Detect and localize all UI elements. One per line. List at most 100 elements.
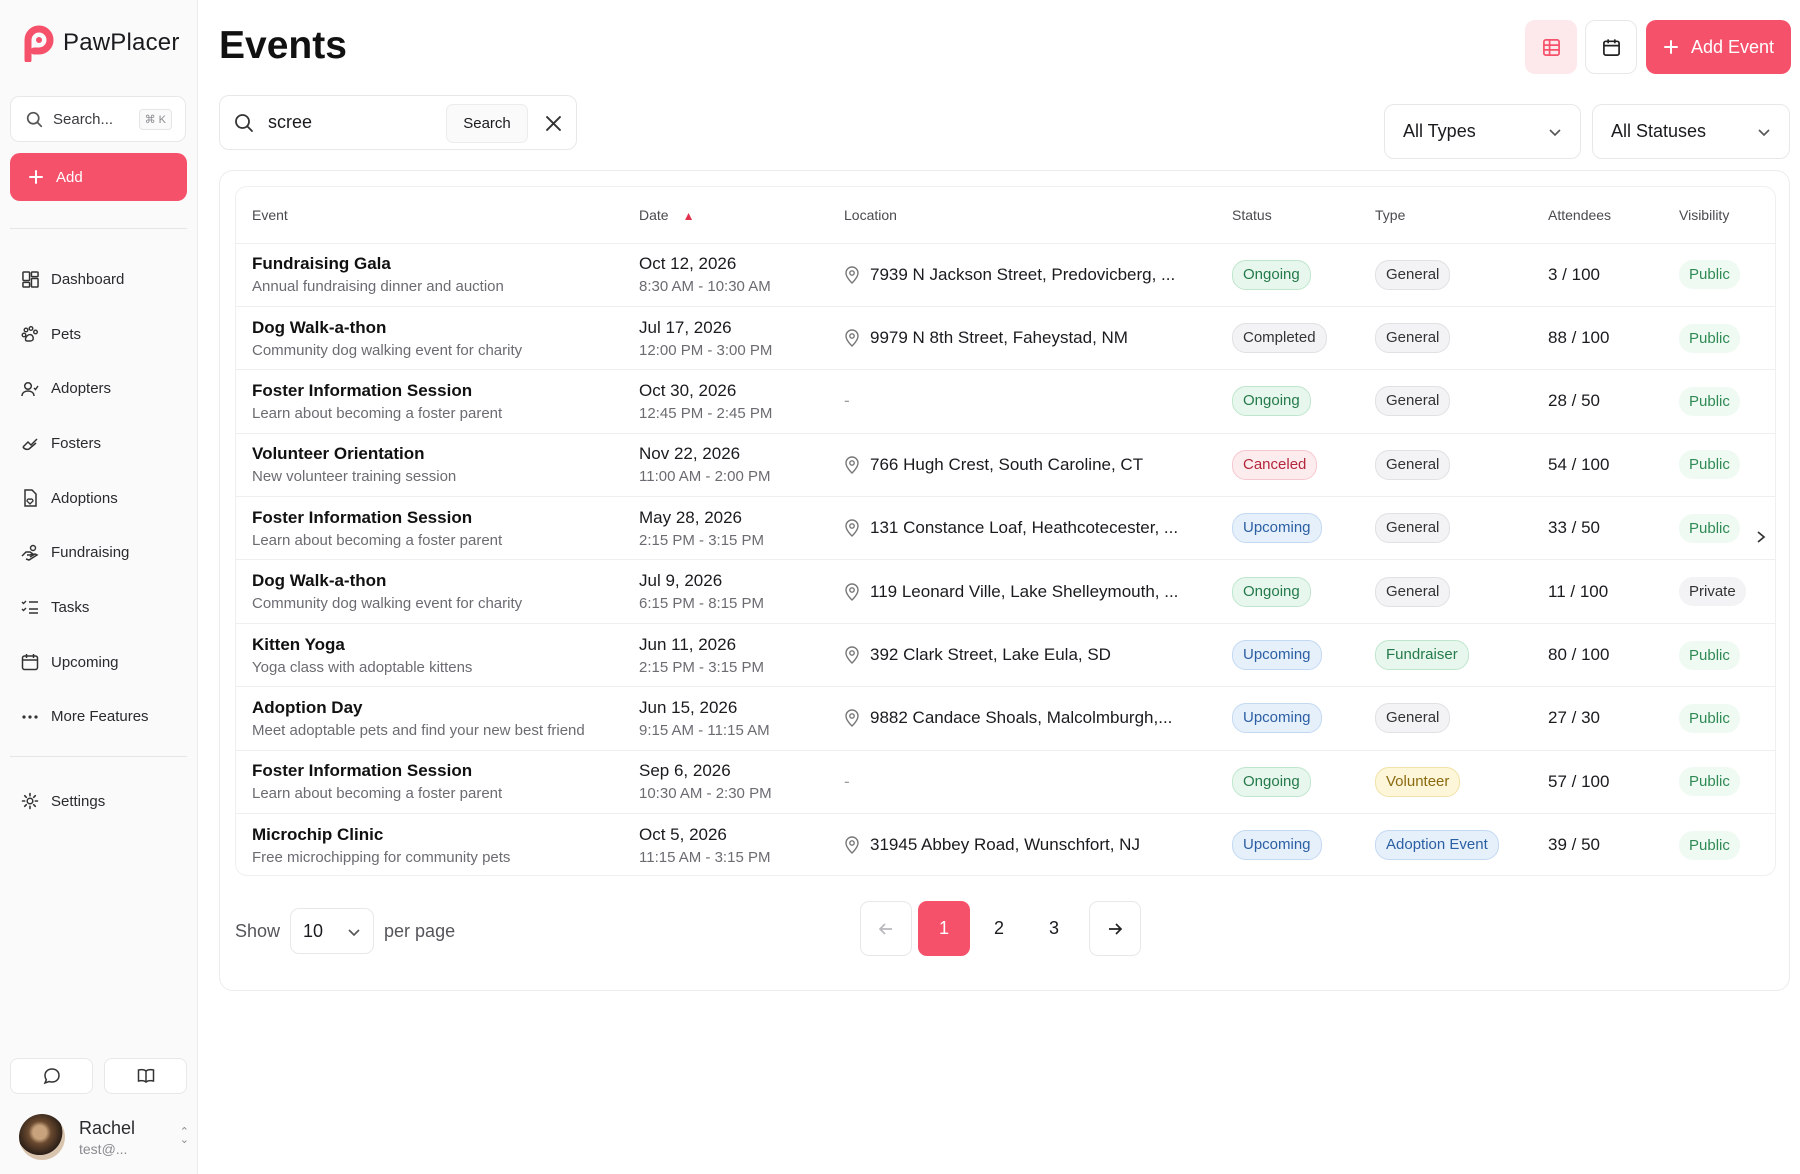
- event-date: Nov 22, 2026: [639, 444, 741, 464]
- event-name[interactable]: Dog Walk-a-thon: [252, 317, 387, 337]
- gear-icon: [21, 792, 39, 810]
- search-input[interactable]: scree: [268, 112, 313, 132]
- sidebar-item-upcoming[interactable]: Upcoming: [0, 635, 198, 690]
- dashboard-icon: [21, 270, 39, 288]
- sidebar-item-settings[interactable]: Settings: [0, 774, 198, 829]
- table-row[interactable]: Volunteer Orientation New volunteer trai…: [236, 432, 1775, 497]
- cell-date: Jun 15, 2026 9:15 AM - 11:15 AM: [623, 686, 828, 751]
- prev-page-button[interactable]: [860, 901, 912, 956]
- visibility-badge: Public: [1679, 323, 1740, 353]
- cell-attendees: 27 / 30: [1532, 686, 1663, 751]
- status-filter-select[interactable]: All Statuses: [1592, 104, 1790, 159]
- page-button-3[interactable]: 3: [1048, 918, 1059, 938]
- status-badge: Completed: [1232, 323, 1327, 354]
- type-filter-value: All Types: [1403, 121, 1476, 141]
- column-header-status[interactable]: Status: [1232, 206, 1272, 223]
- next-page-button[interactable]: [1089, 901, 1141, 956]
- location-text: 31945 Abbey Road, Wunschfort, NJ: [870, 835, 1140, 855]
- page-button-2[interactable]: 2: [993, 918, 1004, 938]
- cell-date: Jun 11, 2026 2:15 PM - 3:15 PM: [623, 622, 828, 687]
- cell-attendees: 11 / 100: [1532, 559, 1663, 624]
- sidebar-item-fosters[interactable]: Fosters: [0, 416, 198, 471]
- column-header-date[interactable]: Date ▲: [623, 187, 828, 243]
- page-size-select[interactable]: 10: [290, 908, 375, 954]
- add-event-button[interactable]: Add Event: [1646, 20, 1791, 74]
- location-empty: -: [844, 391, 850, 411]
- table-row[interactable]: Dog Walk-a-thon Community dog walking ev…: [236, 305, 1775, 370]
- event-name[interactable]: Foster Information Session: [252, 507, 473, 527]
- pawplacer-logo-icon: [24, 25, 54, 62]
- table-view-button[interactable]: [1525, 20, 1577, 74]
- table-row[interactable]: Foster Information Session Learn about b…: [236, 749, 1775, 814]
- event-name[interactable]: Fundraising Gala: [252, 254, 391, 274]
- sidebar-item-more-features[interactable]: More Features: [0, 690, 198, 745]
- event-name[interactable]: Volunteer Orientation: [252, 444, 425, 464]
- column-header-type[interactable]: Type: [1375, 206, 1406, 223]
- adoption-icon: [21, 489, 39, 507]
- cell-attendees: 88 / 100: [1532, 305, 1663, 370]
- table-row[interactable]: Foster Information Session Learn about b…: [236, 369, 1775, 434]
- column-header-visibility[interactable]: Visibility: [1679, 206, 1730, 223]
- column-header-event[interactable]: Event: [252, 206, 288, 223]
- cell-visibility: Public: [1663, 622, 1775, 687]
- table-row[interactable]: Kitten Yoga Yoga class with adoptable ki…: [236, 622, 1775, 687]
- pagination: 1 2 3: [860, 901, 1141, 956]
- event-date: Jun 15, 2026: [639, 697, 738, 717]
- foster-icon: [21, 434, 39, 452]
- type-filter-select[interactable]: All Types: [1384, 104, 1581, 159]
- sidebar-nav: Dashboard Pets Adopters Fosters Adoption…: [0, 252, 198, 744]
- sidebar-item-label: Adopters: [51, 380, 112, 398]
- user-menu[interactable]: Rachel test@... ⌃ ⌄: [19, 1114, 189, 1160]
- logo[interactable]: PawPlacer: [20, 24, 180, 62]
- cell-date: Sep 6, 2026 10:30 AM - 2:30 PM: [623, 749, 828, 814]
- cell-status: Ongoing: [1216, 749, 1359, 814]
- type-badge: Adoption Event: [1375, 830, 1499, 861]
- chevron-updown-icon: ⌃ ⌄: [179, 1126, 189, 1146]
- scroll-right-button[interactable]: [1750, 526, 1772, 548]
- event-name[interactable]: Microchip Clinic: [252, 824, 384, 844]
- sidebar-item-adoptions[interactable]: Adoptions: [0, 471, 198, 526]
- column-header-attendees[interactable]: Attendees: [1548, 206, 1612, 223]
- sidebar-add-button[interactable]: Add: [10, 153, 187, 201]
- cell-visibility: Public: [1663, 369, 1775, 434]
- cell-date: Oct 30, 2026 12:45 PM - 2:45 PM: [623, 369, 828, 434]
- location-text: 392 Clark Street, Lake Eula, SD: [870, 645, 1111, 665]
- event-name[interactable]: Adoption Day: [252, 697, 363, 717]
- table-row[interactable]: Foster Information Session Learn about b…: [236, 496, 1775, 560]
- chat-button[interactable]: [10, 1058, 93, 1094]
- calendar-view-button[interactable]: [1585, 20, 1637, 74]
- event-description: Free microchipping for community pets: [252, 848, 511, 866]
- sidebar-item-pets[interactable]: Pets: [0, 307, 198, 362]
- column-header-location[interactable]: Location: [844, 206, 897, 223]
- cell-event: Dog Walk-a-thon Community dog walking ev…: [236, 559, 623, 624]
- sidebar-item-dashboard[interactable]: Dashboard: [0, 252, 198, 307]
- cell-status: Upcoming: [1216, 496, 1359, 560]
- status-badge: Upcoming: [1232, 640, 1322, 671]
- location-pin-icon: [845, 582, 859, 601]
- sidebar-search[interactable]: Search... ⌘ K: [10, 96, 186, 142]
- location-pin-icon: [845, 709, 859, 728]
- cell-type: General: [1359, 305, 1532, 370]
- search-shortcut: ⌘ K: [138, 109, 172, 130]
- cell-location: 9979 N 8th Street, Faheystad, NM: [828, 305, 1216, 370]
- table-row[interactable]: Dog Walk-a-thon Community dog walking ev…: [236, 559, 1775, 624]
- add-event-label: Add Event: [1690, 36, 1775, 57]
- search-button[interactable]: Search: [446, 104, 528, 143]
- event-description: Learn about becoming a foster parent: [252, 404, 503, 422]
- event-name[interactable]: Foster Information Session: [252, 380, 473, 400]
- event-name[interactable]: Foster Information Session: [252, 761, 473, 781]
- clear-search-button[interactable]: [542, 112, 564, 134]
- docs-button[interactable]: [104, 1058, 187, 1094]
- table-row[interactable]: Adoption Day Meet adoptable pets and fin…: [236, 686, 1775, 751]
- page-button-1[interactable]: 1: [918, 901, 970, 956]
- visibility-badge: Public: [1679, 386, 1740, 416]
- cell-type: General: [1359, 496, 1532, 560]
- sidebar-item-tasks[interactable]: Tasks: [0, 580, 198, 635]
- sidebar-item-label: Fundraising: [51, 544, 130, 562]
- event-name[interactable]: Kitten Yoga: [252, 634, 345, 654]
- sidebar-item-adopters[interactable]: Adopters: [0, 361, 198, 416]
- event-name[interactable]: Dog Walk-a-thon: [252, 571, 387, 591]
- table-row[interactable]: Microchip Clinic Free microchipping for …: [236, 813, 1775, 875]
- table-row[interactable]: Fundraising Gala Annual fundraising dinn…: [236, 242, 1775, 307]
- sidebar-item-fundraising[interactable]: Fundraising: [0, 525, 198, 580]
